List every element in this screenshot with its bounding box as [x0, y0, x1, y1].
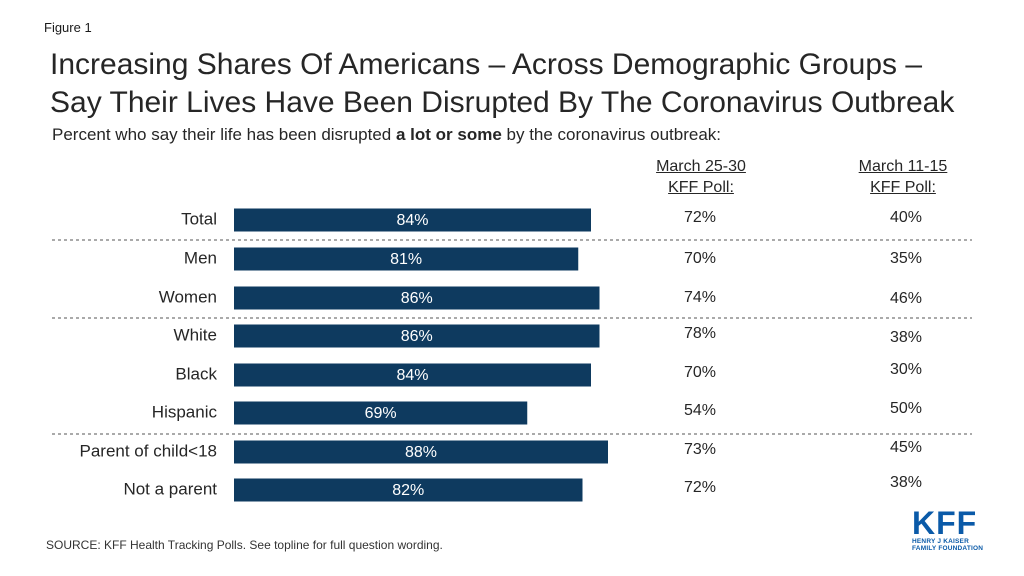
chart-title: Increasing Shares Of Americans – Across …	[50, 46, 1020, 122]
bar-value-hispanic: 69%	[365, 405, 397, 422]
category-label-men: Men	[184, 248, 217, 267]
bar-value-black: 84%	[396, 367, 428, 384]
march-25-30-value-not-a-parent: 72%	[684, 479, 716, 496]
category-label-women: Women	[159, 287, 217, 306]
march-25-30-value-women: 74%	[684, 289, 716, 306]
chart-title-line2: Say Their Lives Have Been Disrupted By T…	[50, 86, 955, 119]
figure-label: Figure 1	[44, 20, 92, 35]
category-label-total: Total	[181, 209, 217, 228]
source-note: SOURCE: KFF Health Tracking Polls. See t…	[46, 538, 443, 552]
chart-title-line1: Increasing Shares Of Americans – Across …	[50, 48, 923, 81]
bar-value-men: 81%	[390, 251, 422, 268]
march-25-30-value-parent-of-child-18: 73%	[684, 441, 716, 458]
logo-subtitle-2: FAMILY FOUNDATION	[912, 545, 984, 552]
bar-total	[234, 208, 591, 232]
march-25-30-value-total: 72%	[684, 209, 716, 226]
march-11-15-value-not-a-parent: 38%	[890, 474, 922, 491]
column-header-march-11-15-line2: KFF Poll:	[870, 179, 936, 196]
bar-value-not-a-parent: 82%	[392, 482, 424, 499]
kff-logo: KFF HENRY J KAISER FAMILY FOUNDATION	[912, 505, 992, 552]
subtitle-post: by the coronavirus outbreak:	[501, 125, 722, 144]
march-11-15-value-white: 38%	[890, 329, 922, 346]
march-11-15-value-parent-of-child-18: 45%	[890, 439, 922, 456]
march-11-15-value-total: 40%	[890, 209, 922, 226]
column-header-march-25-30: March 25-30 KFF Poll:	[646, 156, 756, 198]
march-25-30-value-hispanic: 54%	[684, 402, 716, 419]
category-label-hispanic: Hispanic	[152, 402, 218, 421]
logo-subtitle-1: HENRY J KAISER	[912, 538, 969, 545]
subtitle-pre: Percent who say their life has been disr…	[52, 125, 396, 144]
bar-parent-of-child-18	[234, 440, 608, 464]
march-11-15-value-hispanic: 50%	[890, 400, 922, 417]
category-label-not-a-parent: Not a parent	[123, 479, 217, 498]
march-11-15-value-black: 30%	[890, 361, 922, 378]
bar-value-parent-of-child-18: 88%	[405, 444, 437, 461]
category-label-black: Black	[175, 364, 217, 383]
category-label-white: White	[174, 325, 217, 344]
march-11-15-value-men: 35%	[890, 250, 922, 267]
march-25-30-value-white: 78%	[684, 325, 716, 342]
category-label-parent-of-child-18: Parent of child<18	[79, 441, 217, 460]
bar-not-a-parent	[234, 478, 583, 502]
bar-value-women: 86%	[401, 290, 433, 307]
subtitle-bold: a lot or some	[395, 125, 502, 144]
column-header-march-25-30-line2: KFF Poll:	[668, 179, 734, 196]
march-25-30-value-black: 70%	[684, 364, 716, 381]
march-25-30-value-men: 70%	[684, 250, 716, 267]
bar-hispanic	[234, 401, 528, 425]
bar-white	[234, 324, 600, 348]
column-header-march-11-15: March 11-15 KFF Poll:	[848, 156, 958, 198]
column-header-march-11-15-line1: March 11-15	[858, 158, 948, 175]
bar-black	[234, 363, 591, 387]
bar-women	[234, 286, 600, 310]
column-header-march-25-30-line1: March 25-30	[656, 158, 746, 175]
logo-text: KFF	[912, 505, 978, 541]
bar-value-total: 84%	[396, 212, 428, 229]
march-11-15-value-women: 46%	[890, 290, 922, 307]
chart-subtitle: Percent who say their life has been disr…	[52, 125, 721, 145]
bar-value-white: 86%	[401, 328, 433, 345]
bar-men	[234, 247, 579, 271]
